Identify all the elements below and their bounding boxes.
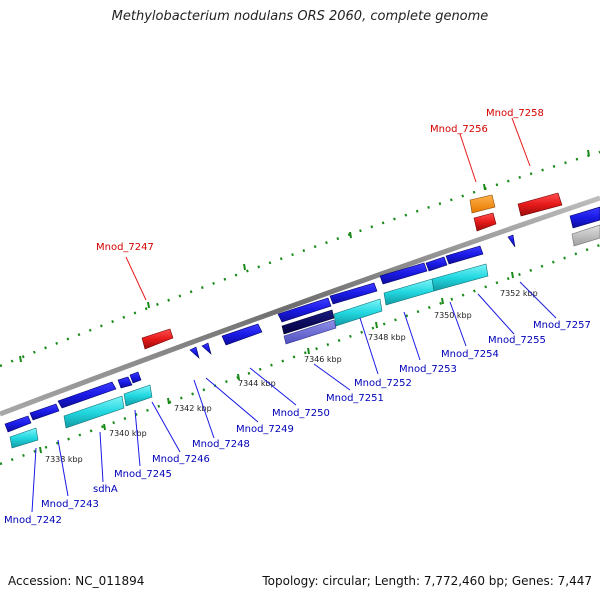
tick-label-7340: 7340 kbp bbox=[109, 429, 147, 438]
tick-label-7350: 7350 kbp bbox=[434, 311, 472, 320]
label-mnod-7249[interactable]: Mnod_7249 bbox=[236, 424, 294, 435]
outer-major-ticks bbox=[19, 149, 590, 363]
gene-cyan-4[interactable] bbox=[333, 298, 383, 327]
label-mnod-7245[interactable]: Mnod_7245 bbox=[114, 469, 172, 480]
gene-lavender[interactable] bbox=[283, 319, 337, 345]
gene-labels: Mnod_7242 Mnod_7243 sdhA Mnod_7245 Mnod_… bbox=[4, 108, 591, 526]
gene-mnod-7258[interactable] bbox=[517, 192, 563, 217]
gene-sdha[interactable] bbox=[57, 381, 117, 409]
accession-text: Accession: NC_011894 bbox=[8, 574, 145, 588]
tick-label-7346: 7346 kbp bbox=[304, 355, 342, 364]
label-sdha[interactable]: sdhA bbox=[93, 484, 118, 495]
gene-cyan-3[interactable] bbox=[123, 384, 153, 407]
gene-mnod-7251[interactable] bbox=[277, 297, 332, 323]
inner-major-ticks bbox=[39, 271, 514, 454]
gene-gray[interactable] bbox=[571, 224, 600, 247]
label-mnod-7247[interactable]: Mnod_7247 bbox=[96, 242, 154, 253]
tick-label-7342: 7342 kbp bbox=[174, 404, 212, 413]
gene-mnod-7252[interactable] bbox=[329, 282, 378, 305]
label-mnod-7252[interactable]: Mnod_7252 bbox=[354, 378, 412, 389]
gene-mnod-7248[interactable] bbox=[189, 346, 200, 359]
label-mnod-7243[interactable]: Mnod_7243 bbox=[41, 499, 99, 510]
label-leader-lines bbox=[31, 117, 557, 513]
gene-mnod-7243[interactable] bbox=[29, 403, 60, 421]
gene-mnod-7256[interactable] bbox=[469, 194, 496, 214]
topology-text: Topology: circular; Length: 7,772,460 bp… bbox=[262, 574, 592, 588]
gene-mnod-7254[interactable] bbox=[425, 256, 448, 272]
gene-mnod-7246[interactable] bbox=[129, 371, 142, 384]
gene-mnod-7242[interactable] bbox=[4, 415, 32, 433]
label-mnod-7251[interactable]: Mnod_7251 bbox=[326, 393, 384, 404]
label-mnod-7255[interactable]: Mnod_7255 bbox=[488, 335, 546, 346]
gene-navy-selected[interactable] bbox=[281, 309, 335, 335]
gene-cyan-5[interactable] bbox=[383, 278, 435, 306]
gene-cyan-6[interactable] bbox=[431, 263, 489, 292]
label-mnod-7253[interactable]: Mnod_7253 bbox=[399, 364, 457, 375]
kbp-tick-labels: 7338 kbp 7340 kbp 7342 kbp 7344 kbp 7346… bbox=[45, 289, 538, 464]
gene-mnod-7257[interactable] bbox=[569, 206, 600, 229]
map-title: Methylobacterium nodulans ORS 2060, comp… bbox=[111, 9, 489, 24]
tick-label-7344: 7344 kbp bbox=[238, 379, 276, 388]
inner-dotted-ring bbox=[0, 243, 600, 466]
gene-mnod-7253[interactable] bbox=[379, 262, 428, 285]
label-mnod-7246[interactable]: Mnod_7246 bbox=[152, 454, 210, 465]
gene-mnod-7255[interactable] bbox=[445, 245, 484, 265]
label-mnod-7250[interactable]: Mnod_7250 bbox=[272, 408, 330, 419]
label-mnod-7257[interactable]: Mnod_7257 bbox=[533, 320, 591, 331]
gene-mnod-7245[interactable] bbox=[117, 376, 133, 389]
gene-cyan-2[interactable] bbox=[63, 395, 125, 429]
label-mnod-7256[interactable]: Mnod_7256 bbox=[430, 124, 488, 135]
tick-label-7338: 7338 kbp bbox=[45, 455, 83, 464]
gene-mnod-7247[interactable] bbox=[141, 328, 174, 350]
forward-genes bbox=[4, 206, 600, 433]
label-mnod-7254[interactable]: Mnod_7254 bbox=[441, 349, 499, 360]
gene-cyan-1[interactable] bbox=[9, 427, 39, 449]
label-mnod-7258[interactable]: Mnod_7258 bbox=[486, 108, 544, 119]
gene-mnod-7256-red[interactable] bbox=[473, 212, 497, 232]
gene-mnod-7250[interactable] bbox=[221, 323, 263, 346]
genome-backbone bbox=[0, 195, 600, 417]
gene-mnod-7257-small[interactable] bbox=[507, 234, 516, 248]
label-mnod-7242[interactable]: Mnod_7242 bbox=[4, 515, 62, 526]
reverse-genes bbox=[9, 263, 489, 449]
gene-mnod-7249[interactable] bbox=[201, 342, 212, 355]
tick-label-7352: 7352 kbp bbox=[500, 289, 538, 298]
label-mnod-7248[interactable]: Mnod_7248 bbox=[192, 439, 250, 450]
tick-label-7348: 7348 kbp bbox=[368, 333, 406, 342]
